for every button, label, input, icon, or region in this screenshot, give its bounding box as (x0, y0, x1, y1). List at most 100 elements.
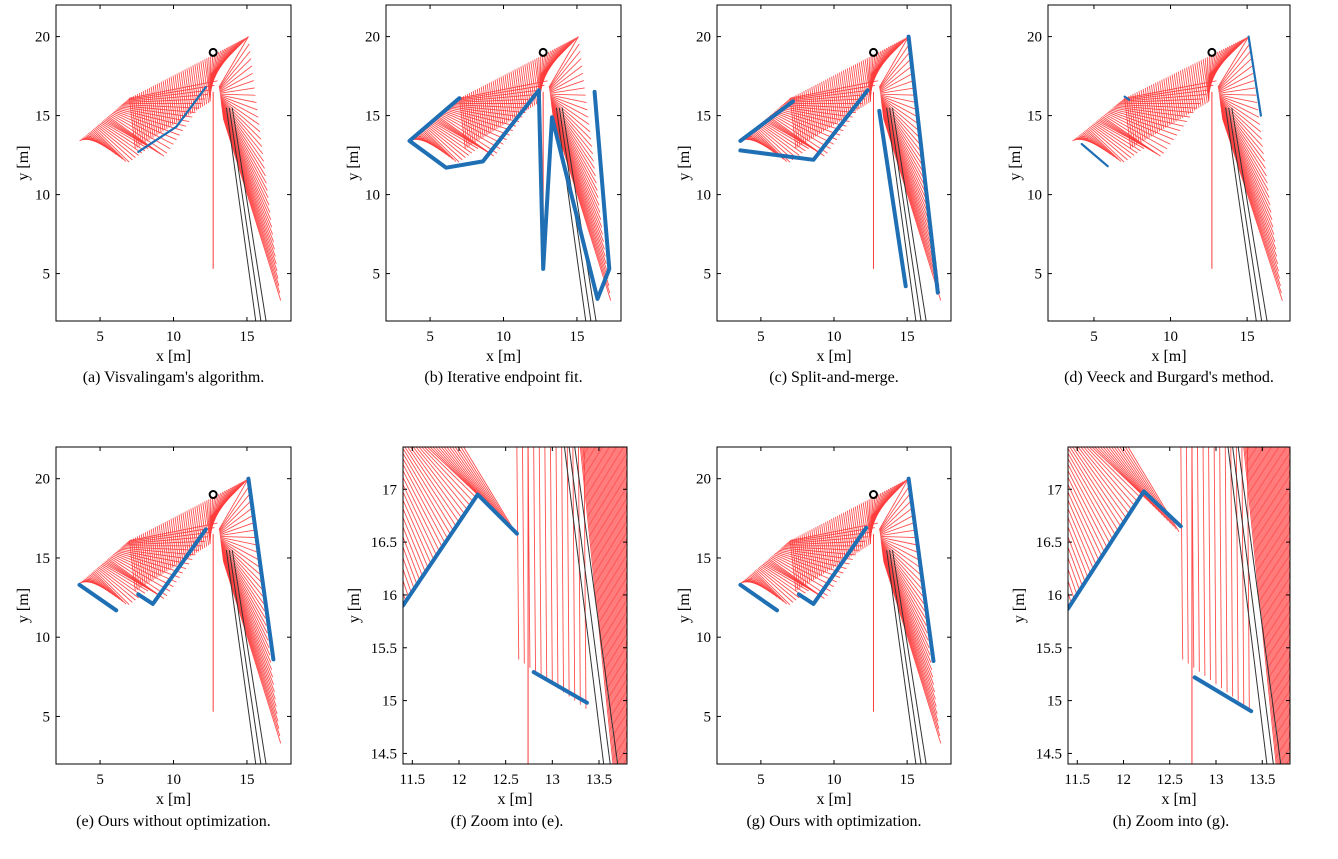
ray (221, 549, 270, 649)
y-tick-label: 10 (1027, 188, 1042, 204)
ray (815, 527, 823, 576)
y-tick-label: 10 (696, 630, 711, 646)
ray (1161, 79, 1169, 127)
x-axis-label: x [m] (156, 348, 191, 365)
ray (1222, 118, 1283, 301)
ray (184, 69, 192, 115)
x-tick-label: 13.5 (586, 772, 612, 788)
ray (158, 82, 166, 131)
ray (880, 537, 918, 553)
ray (403, 579, 410, 598)
ray (809, 87, 817, 137)
ray (1271, 447, 1290, 633)
x-tick-label: 10 (166, 329, 181, 345)
ray (164, 79, 172, 127)
ray (419, 132, 447, 155)
ray (221, 550, 271, 656)
ray (422, 128, 457, 162)
ray (1256, 447, 1290, 764)
ray (462, 96, 470, 147)
max-range-ray (886, 549, 917, 764)
y-tick-label: 5 (373, 267, 381, 283)
ray (795, 95, 803, 146)
ray (1068, 452, 1116, 535)
ray (752, 572, 784, 603)
ray (550, 101, 595, 162)
panel-f: 11.5 12 12.5 13 13.5 14.5 15 15.5 16 16.5 17 x [m] y… (346, 446, 628, 830)
ray (190, 66, 198, 111)
ray (403, 556, 415, 590)
ray (613, 447, 627, 576)
x-tick-label: 11.5 (1064, 772, 1090, 788)
max-range-ray (886, 107, 917, 321)
ray (842, 70, 850, 116)
x-tick-label: 12.5 (1157, 772, 1183, 788)
ray (827, 520, 834, 568)
ray (488, 82, 496, 131)
ray (128, 98, 136, 149)
x-tick-label: 13 (1209, 772, 1224, 788)
ray (549, 58, 582, 91)
ray (164, 521, 172, 569)
panel-h: 11.5 12 12.5 13 13.5 14.5 15 15.5 16 16.5 17 x [m] y… (1011, 446, 1291, 830)
fitted-segment (136, 527, 208, 606)
max-range-ray (1231, 107, 1268, 321)
ray (1280, 447, 1290, 543)
ray (549, 72, 584, 92)
ray (881, 550, 931, 656)
ray (606, 447, 627, 644)
ray (760, 123, 803, 154)
ray (879, 65, 913, 92)
fitted-segment (531, 670, 589, 705)
ray (1219, 101, 1265, 162)
ray (1219, 99, 1263, 140)
ray (598, 447, 627, 724)
ray (879, 80, 915, 93)
ray (457, 447, 510, 527)
ray (218, 478, 249, 530)
fitted-segment (403, 492, 519, 608)
y-axis-label: y [m] (345, 145, 362, 180)
y-tick-label: 15 (35, 551, 50, 567)
ray (552, 111, 604, 242)
ray (750, 132, 778, 155)
ray (1177, 71, 1185, 117)
ray (807, 531, 815, 581)
ray (1068, 607, 1069, 609)
ray (220, 543, 264, 597)
ray (202, 502, 210, 546)
ray (582, 447, 616, 764)
ray (1185, 447, 1189, 664)
ray (96, 567, 136, 601)
y-axis-label: y [m] (15, 588, 32, 623)
ray (1091, 124, 1135, 156)
ray (1163, 78, 1171, 126)
ray (882, 109, 933, 228)
ray (1175, 72, 1183, 118)
ray (880, 93, 916, 96)
ray (881, 544, 925, 604)
ray (162, 522, 170, 571)
ray (176, 73, 184, 120)
ray (460, 447, 513, 530)
ray (110, 556, 171, 592)
ray (1085, 129, 1118, 160)
max-range-ray (889, 107, 922, 321)
x-tick-label: 10 (166, 772, 181, 788)
ray (881, 103, 926, 177)
ray (599, 447, 627, 712)
ray (1186, 67, 1194, 112)
ray (858, 62, 866, 106)
ray (609, 447, 627, 622)
ray (811, 86, 819, 136)
ray (771, 113, 831, 150)
ray (758, 124, 800, 156)
ray (1269, 447, 1290, 644)
ray (95, 126, 133, 161)
ray (220, 102, 265, 169)
ray (880, 542, 923, 590)
ray (880, 529, 915, 537)
ray (817, 526, 825, 574)
ray (550, 102, 595, 169)
